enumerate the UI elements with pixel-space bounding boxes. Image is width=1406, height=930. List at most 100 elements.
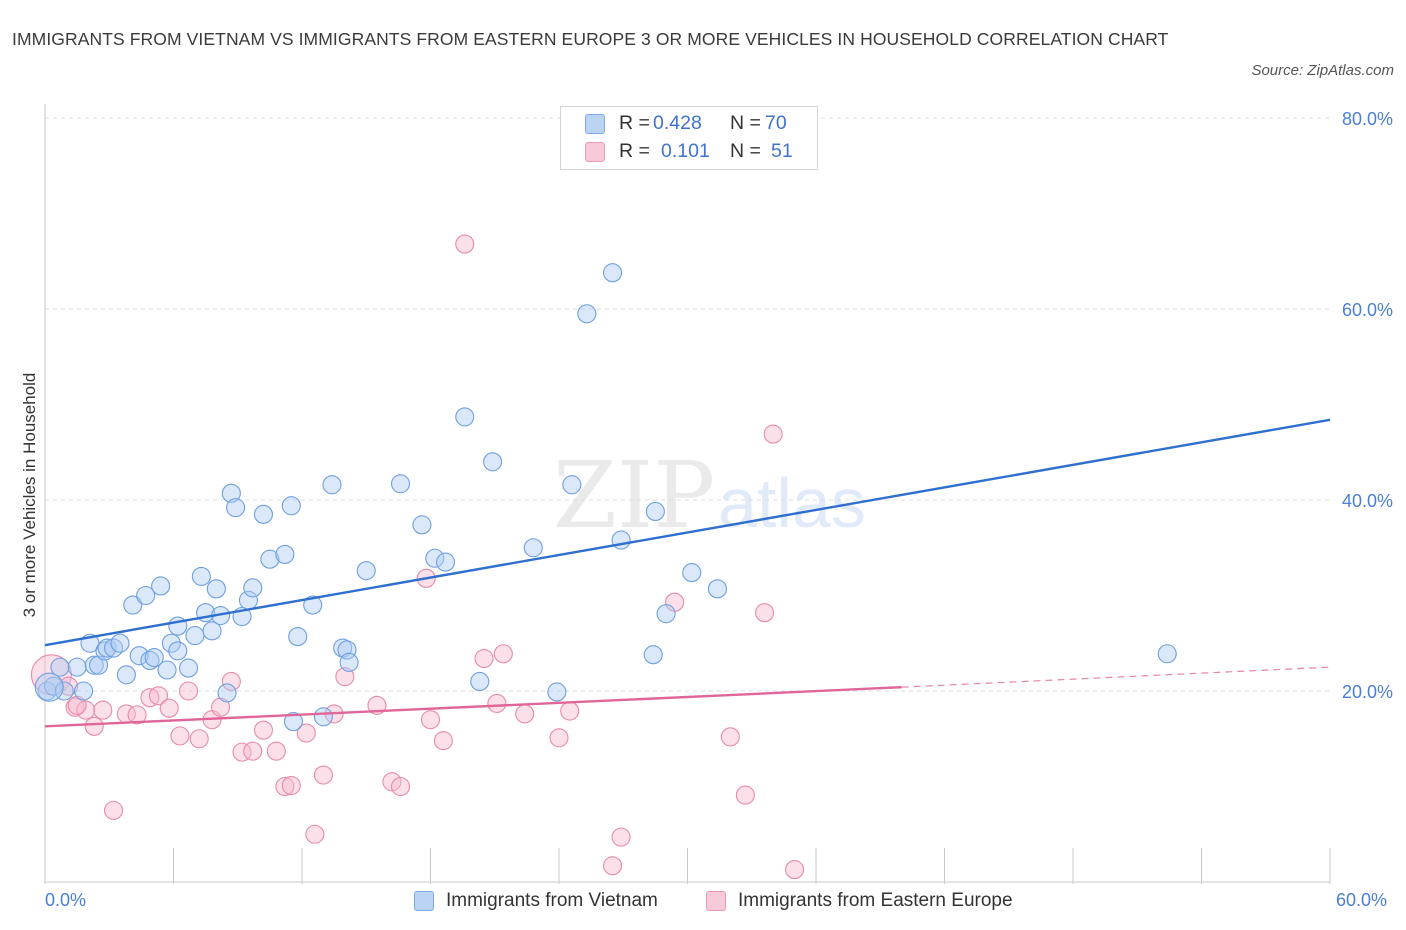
- vietnam-point: [50, 657, 70, 677]
- eastern-europe-point: [335, 667, 355, 687]
- vietnam-point: [337, 640, 357, 660]
- eastern-europe-point: [313, 765, 333, 785]
- vietnam-point: [74, 681, 94, 701]
- eastern-europe-point: [281, 775, 301, 796]
- eastern-europe-point: [487, 693, 507, 713]
- vietnam-point: [425, 548, 445, 568]
- eastern-europe-point: [253, 720, 274, 740]
- eastern-europe-point: [382, 772, 402, 792]
- vietnam-point: [577, 304, 597, 324]
- eastern-europe-point: [103, 800, 124, 820]
- eastern-europe-point: [266, 741, 286, 761]
- vietnam-point: [54, 681, 74, 701]
- eastern-europe-point: [170, 726, 190, 746]
- eastern-europe-point: [178, 681, 199, 701]
- vietnam-trend-line: [44, 418, 1331, 647]
- eastern-europe-point: [755, 603, 775, 623]
- vietnam-point: [412, 515, 432, 535]
- legend-swatch-eastern-europe: [585, 142, 605, 162]
- vietnam-point: [470, 671, 490, 692]
- trend-lines: [44, 418, 1331, 728]
- vietnam-point: [67, 657, 87, 677]
- vietnam-point: [110, 633, 130, 653]
- vietnam-point: [116, 665, 136, 685]
- y-tick-label: 40.0%: [1342, 491, 1393, 511]
- vietnam-point: [202, 621, 222, 641]
- vietnam-point: [547, 682, 567, 702]
- vietnam-point: [161, 633, 181, 653]
- eastern-europe-point: [474, 648, 494, 669]
- eastern-europe-point: [221, 671, 241, 692]
- legend-r-value: 0.428: [653, 112, 702, 134]
- vietnam-point: [339, 652, 359, 672]
- eastern-europe-point: [560, 701, 580, 721]
- chart-title: IMMIGRANTS FROM VIETNAM VS IMMIGRANTS FR…: [12, 29, 1169, 49]
- eastern-europe-points: [30, 234, 805, 880]
- eastern-europe-point: [735, 785, 755, 805]
- legend-n-value: 51: [771, 140, 793, 162]
- vietnam-point: [707, 579, 728, 599]
- eastern-europe-point: [148, 686, 169, 706]
- vietnam-point: [243, 578, 263, 598]
- eastern-europe-point: [67, 695, 87, 715]
- vietnam-point: [88, 655, 109, 675]
- vietnam-point: [283, 712, 303, 732]
- vietnam-point: [602, 263, 623, 283]
- vietnam-point: [221, 483, 241, 503]
- axes: [44, 104, 1331, 884]
- gridlines: [45, 117, 1330, 692]
- y-tick-labels: 20.0% 40.0% 60.0% 80.0%: [1342, 109, 1393, 702]
- eastern-europe-point: [720, 727, 740, 747]
- vietnam-point: [217, 683, 237, 703]
- vietnam-point: [643, 645, 663, 665]
- eastern-europe-point: [420, 710, 441, 730]
- series-legend: Immigrants from Vietnam Immigrants from …: [0, 888, 1406, 918]
- eastern-europe-point: [296, 723, 316, 743]
- vietnam-point: [523, 538, 543, 558]
- vietnam-point: [34, 672, 64, 702]
- eastern-europe-point: [76, 700, 96, 720]
- legend-n-label: N =: [730, 140, 761, 162]
- y-tick-label: 80.0%: [1342, 109, 1393, 129]
- vietnam-point: [136, 585, 156, 606]
- y-tick-label: 20.0%: [1342, 682, 1393, 702]
- eastern-europe-point: [243, 741, 263, 761]
- eastern-europe-point: [159, 698, 179, 718]
- vietnam-point: [288, 627, 308, 647]
- legend-n-label: N =: [730, 112, 761, 134]
- eastern-europe-point: [602, 856, 623, 876]
- eastern-europe-point: [455, 234, 475, 254]
- vietnam-point: [656, 604, 676, 624]
- vietnam-point: [435, 552, 456, 572]
- vietnam-point: [84, 655, 104, 675]
- vietnam-point: [281, 496, 301, 516]
- legend-n-value: 70: [765, 112, 787, 134]
- vietnam-point: [322, 475, 342, 495]
- vietnam-point: [483, 452, 503, 472]
- vietnam-point: [226, 498, 246, 518]
- legend-swatch-vietnam: [414, 891, 434, 911]
- legend-label-eastern-europe: Immigrants from Eastern Europe: [738, 890, 1013, 911]
- vietnam-point: [253, 504, 274, 524]
- vietnam-point: [356, 561, 376, 581]
- legend-swatch-eastern-europe: [706, 891, 726, 911]
- watermark-atlas: atlas: [718, 464, 866, 542]
- eastern-europe-point: [549, 728, 569, 748]
- vietnam-point: [275, 544, 295, 564]
- eastern-europe-point: [232, 742, 252, 762]
- eastern-europe-point: [127, 705, 147, 725]
- vietnam-point: [1157, 644, 1177, 664]
- vietnam-point: [313, 707, 333, 727]
- vietnam-point: [455, 407, 475, 427]
- legend-r-label: R =: [619, 140, 650, 162]
- eastern-europe-point: [84, 716, 104, 736]
- eastern-europe-point: [275, 776, 295, 797]
- eastern-europe-point: [763, 424, 783, 444]
- vietnam-point: [144, 648, 164, 668]
- vietnam-point: [157, 660, 177, 680]
- legend-r-label: R =: [619, 112, 650, 134]
- x-tick-label-min: 0.0%: [45, 890, 87, 910]
- eastern-europe-point: [93, 700, 113, 720]
- vietnam-point: [168, 641, 188, 661]
- eastern-europe-point: [211, 697, 231, 717]
